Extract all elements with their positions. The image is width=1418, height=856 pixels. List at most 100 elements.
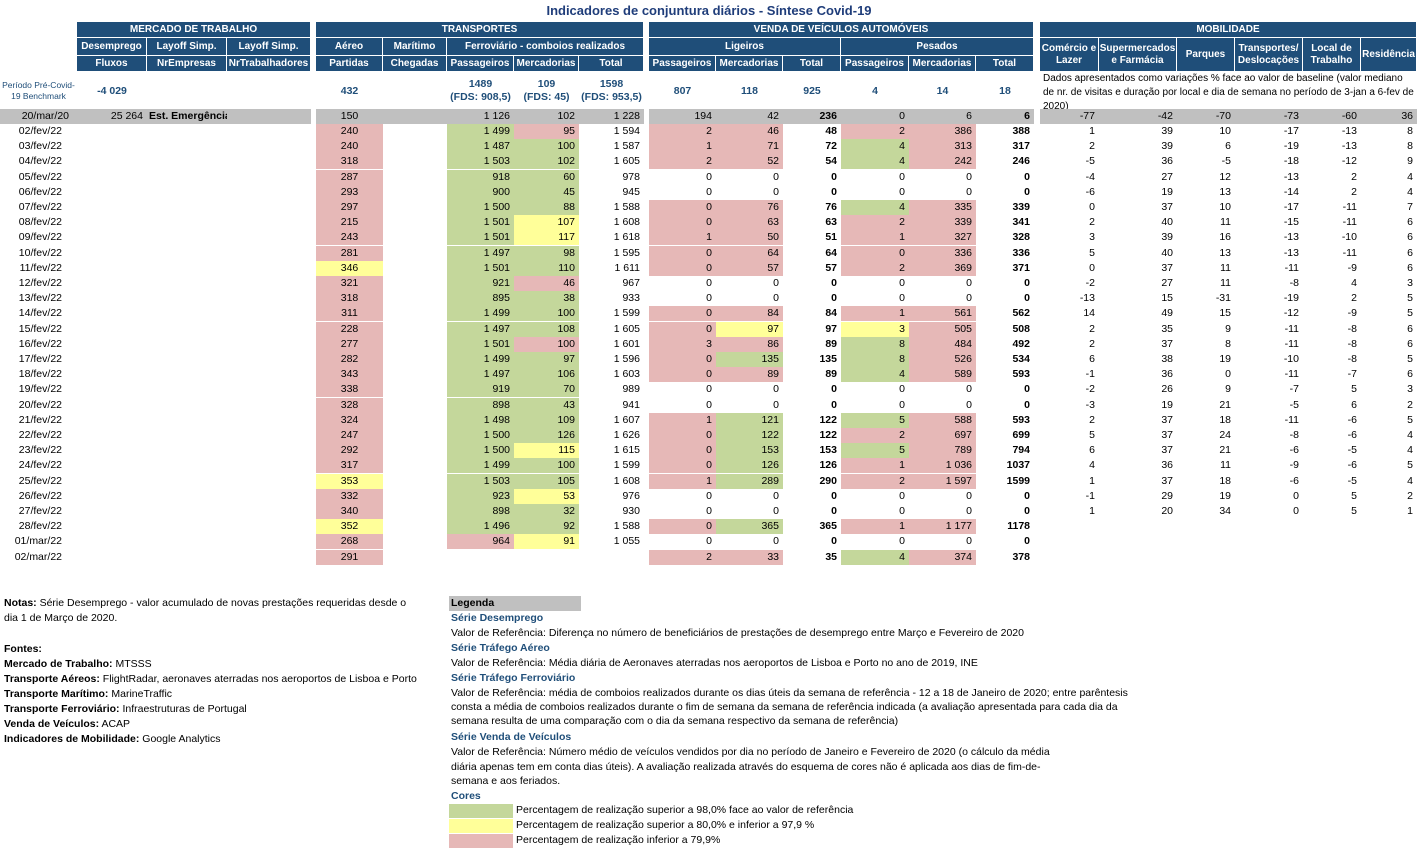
ref-date: 20/mar/20 bbox=[21, 110, 69, 122]
fonte-item: Transporte Marítimo: MarineTraffic bbox=[4, 688, 173, 700]
cell-mob-1: 37 bbox=[1161, 338, 1173, 350]
cell-mob-5: 6 bbox=[1407, 323, 1413, 335]
cell-mob-3: -7 bbox=[1289, 383, 1299, 395]
row-date: 28/fev/22 bbox=[18, 520, 62, 532]
cell-fp: 1 499 bbox=[447, 352, 514, 367]
cell-lm: 0 bbox=[773, 399, 779, 411]
hdr-desemprego: Desemprego bbox=[77, 38, 147, 55]
cell-mob-2: 12 bbox=[1219, 171, 1231, 183]
table-row: 02/mar/22 291 2 33 35 4 374 378 bbox=[0, 550, 1418, 565]
cell-mob-5: 7 bbox=[1407, 201, 1413, 213]
cell-pt: 562 bbox=[1012, 307, 1030, 319]
cell-mob-4: -5 bbox=[1347, 475, 1357, 487]
cell-lp: 2 bbox=[649, 124, 716, 139]
group-mercado-trabalho: MERCADO DE TRABALHO bbox=[77, 22, 311, 37]
cell-lm: 0 bbox=[773, 277, 779, 289]
hdr-mob-trabalho: Local de Trabalho bbox=[1303, 38, 1361, 71]
cell-lp: 3 bbox=[649, 337, 716, 352]
cell-pp: 1 bbox=[841, 230, 909, 245]
cell-pt: 336 bbox=[1012, 247, 1030, 259]
cell-fp: 898 bbox=[447, 504, 514, 519]
cell-pm: 0 bbox=[966, 505, 972, 517]
cell-mob-5: 4 bbox=[1407, 444, 1413, 456]
cell-ft: 1 599 bbox=[613, 459, 640, 471]
cell-mob-4: -9 bbox=[1347, 262, 1357, 274]
fonte-item: Indicadores de Mobilidade: Google Analyt… bbox=[4, 733, 221, 745]
cell-mob-5: 4 bbox=[1407, 186, 1413, 198]
bench-desemprego: -4 029 bbox=[97, 85, 127, 97]
cell-mob-1: 19 bbox=[1161, 186, 1173, 198]
cell-pm: 1 597 bbox=[909, 474, 976, 489]
hdr-mob-parques: Parques bbox=[1177, 38, 1235, 71]
cell-pt: 1037 bbox=[1006, 459, 1030, 471]
cell-mob-0: -6 bbox=[1085, 186, 1095, 198]
cell-mob-0: -2 bbox=[1085, 383, 1095, 395]
cell-mob-0: 5 bbox=[1089, 247, 1095, 259]
cell-mob-2: 18 bbox=[1219, 475, 1231, 487]
cell-mob-4: 4 bbox=[1351, 277, 1357, 289]
bench-l-merc: 118 bbox=[741, 85, 758, 97]
hdr-nrtrabalhadores: NrTrabalhadores bbox=[227, 56, 311, 71]
cell-mob-0: 2 bbox=[1089, 216, 1095, 228]
ref-partidas: 150 bbox=[340, 110, 359, 122]
cell-lm: 71 bbox=[716, 139, 783, 154]
cell-mob-0: 6 bbox=[1089, 444, 1095, 456]
cell-lt: 122 bbox=[819, 429, 837, 441]
cell-pp: 3 bbox=[841, 322, 909, 337]
cell-lt: 365 bbox=[819, 520, 837, 532]
cell-ft: 941 bbox=[622, 399, 640, 411]
cell-pt: 794 bbox=[1012, 444, 1030, 456]
cell-mob-0: 6 bbox=[1089, 353, 1095, 365]
table-row: 07/fev/22 297 1 500 88 1 588 0 76 76 4 335 339 0 37 1… bbox=[0, 200, 1418, 215]
cell-mob-0: -1 bbox=[1085, 490, 1095, 502]
hdr-p-mercadorias: Mercadorias bbox=[909, 56, 976, 71]
cell-fm: 43 bbox=[514, 398, 579, 413]
cell-fm: 107 bbox=[514, 215, 579, 230]
legend-c2: Percentagem de realização superior a 80,… bbox=[516, 819, 815, 831]
cell-mob-3: -11 bbox=[1284, 338, 1299, 350]
cell-mob-5: 6 bbox=[1407, 262, 1413, 274]
cell-lp: 1 bbox=[649, 230, 716, 245]
cell-lm: 0 bbox=[773, 171, 779, 183]
legend-s3a: Valor de Referência: média de comboios r… bbox=[451, 687, 1128, 699]
cell-mob-2: 11 bbox=[1220, 277, 1231, 289]
cell-lt: 63 bbox=[825, 216, 837, 228]
cell-ft: 1 587 bbox=[613, 140, 640, 152]
cell-fm: 109 bbox=[514, 413, 579, 428]
cell-pt: 0 bbox=[1024, 535, 1030, 547]
row-date: 13/fev/22 bbox=[18, 292, 62, 304]
cell-mob-1: 35 bbox=[1161, 323, 1173, 335]
cell-mob-2: 10 bbox=[1219, 125, 1231, 137]
cell-lt: 126 bbox=[819, 459, 837, 471]
cell-mob-2: 18 bbox=[1219, 414, 1231, 426]
hdr-mob-comercio: Comércio e Lazer bbox=[1040, 38, 1099, 71]
cell-ft: 1 595 bbox=[613, 247, 640, 259]
cell-mob-0: 3 bbox=[1089, 231, 1095, 243]
cell-mob-3: -18 bbox=[1283, 155, 1299, 167]
cell-mob-5: 5 bbox=[1407, 292, 1413, 304]
cell-mob-3: -13 bbox=[1283, 231, 1299, 243]
cell-mob-1: 39 bbox=[1161, 231, 1173, 243]
cell-lp: 0 bbox=[649, 261, 716, 276]
cell-lt: 0 bbox=[831, 171, 837, 183]
cell-lp: 0 bbox=[649, 443, 716, 458]
cell-lp: 0 bbox=[706, 490, 712, 502]
cell-ft: 976 bbox=[622, 490, 640, 502]
cell-mob-1: 40 bbox=[1161, 247, 1173, 259]
cell-pp: 1 bbox=[841, 306, 909, 321]
cell-mob-2: 0 bbox=[1225, 368, 1231, 380]
cell-mob-0: 1 bbox=[1089, 505, 1095, 517]
cell-pt: 508 bbox=[1012, 323, 1030, 335]
cell-mob-3: -9 bbox=[1289, 459, 1299, 471]
cell-lm: 153 bbox=[716, 443, 783, 458]
cell-mob-4: -8 bbox=[1347, 338, 1357, 350]
table-row: 12/fev/22 321 921 46 967 0 0 0 0 0 0 -2 27 11 -8 4 3 bbox=[0, 276, 1418, 291]
cell-a: 243 bbox=[316, 230, 383, 245]
cell-lt: 54 bbox=[825, 155, 837, 167]
cell-fm: 117 bbox=[514, 230, 579, 245]
cell-pt: 328 bbox=[1012, 231, 1030, 243]
bench-partidas: 432 bbox=[340, 85, 359, 97]
cell-ft: 989 bbox=[622, 383, 640, 395]
table-row: 08/fev/22 215 1 501 107 1 608 0 63 63 2 339 341 2 40… bbox=[0, 215, 1418, 230]
cell-fm: 91 bbox=[514, 534, 579, 549]
